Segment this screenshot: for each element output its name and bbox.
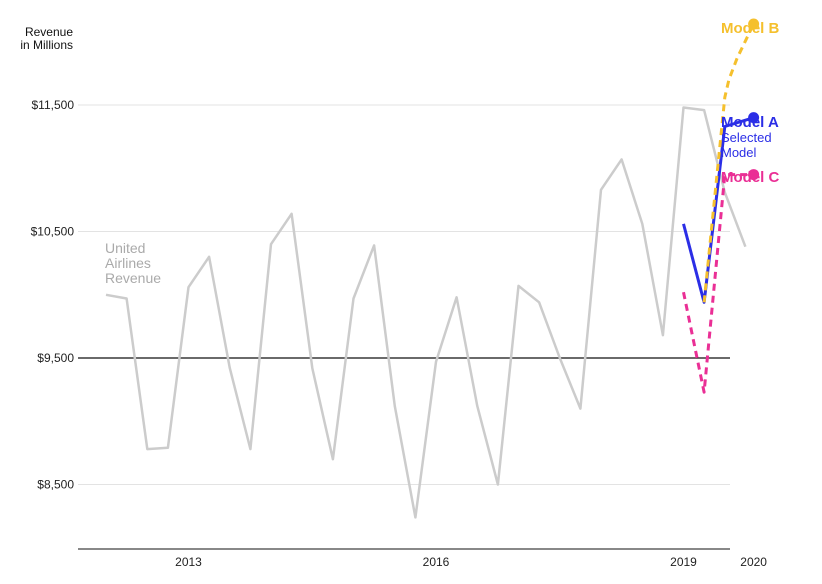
gridlines xyxy=(78,104,730,485)
model-a-sub-label: Model xyxy=(721,145,757,160)
united-airlines-revenue-label: Revenue xyxy=(105,270,161,286)
x-tick-label: 2019 xyxy=(670,555,697,569)
y-axis-title-line: in Millions xyxy=(20,38,73,52)
x-tick-label: 2020 xyxy=(740,555,767,569)
model-a-end-point xyxy=(748,112,760,124)
model-c-line xyxy=(682,173,754,394)
model-b-label: Model B xyxy=(721,20,779,37)
model-b-end-point xyxy=(748,18,760,30)
x-tick-label: 2016 xyxy=(423,555,450,569)
y-tick-label: $10,500 xyxy=(31,225,75,239)
model-b-line xyxy=(702,23,755,303)
series-lines xyxy=(105,18,760,519)
y-tick-label: $8,500 xyxy=(37,478,74,492)
y-tick-label: $9,500 xyxy=(37,351,74,365)
model-c-label: Model C xyxy=(721,169,779,186)
y-axis-tick-labels: $8,500 $9,500 $10,500 $11,500 xyxy=(31,98,75,492)
y-axis-title-line: Revenue xyxy=(25,25,73,39)
united-airlines-revenue-line xyxy=(105,106,747,519)
united-airlines-revenue-label: United xyxy=(105,240,145,256)
y-tick-label: $11,500 xyxy=(32,98,75,112)
model-a-sub-label: Selected xyxy=(721,130,772,145)
model-c-end-point xyxy=(748,169,760,181)
x-tick-label: 2013 xyxy=(175,555,202,569)
x-axis-tick-labels: 2013 2016 2019 2020 xyxy=(175,555,767,569)
model-a-label: Model A xyxy=(721,114,779,131)
united-airlines-revenue-label: Airlines xyxy=(105,255,151,271)
